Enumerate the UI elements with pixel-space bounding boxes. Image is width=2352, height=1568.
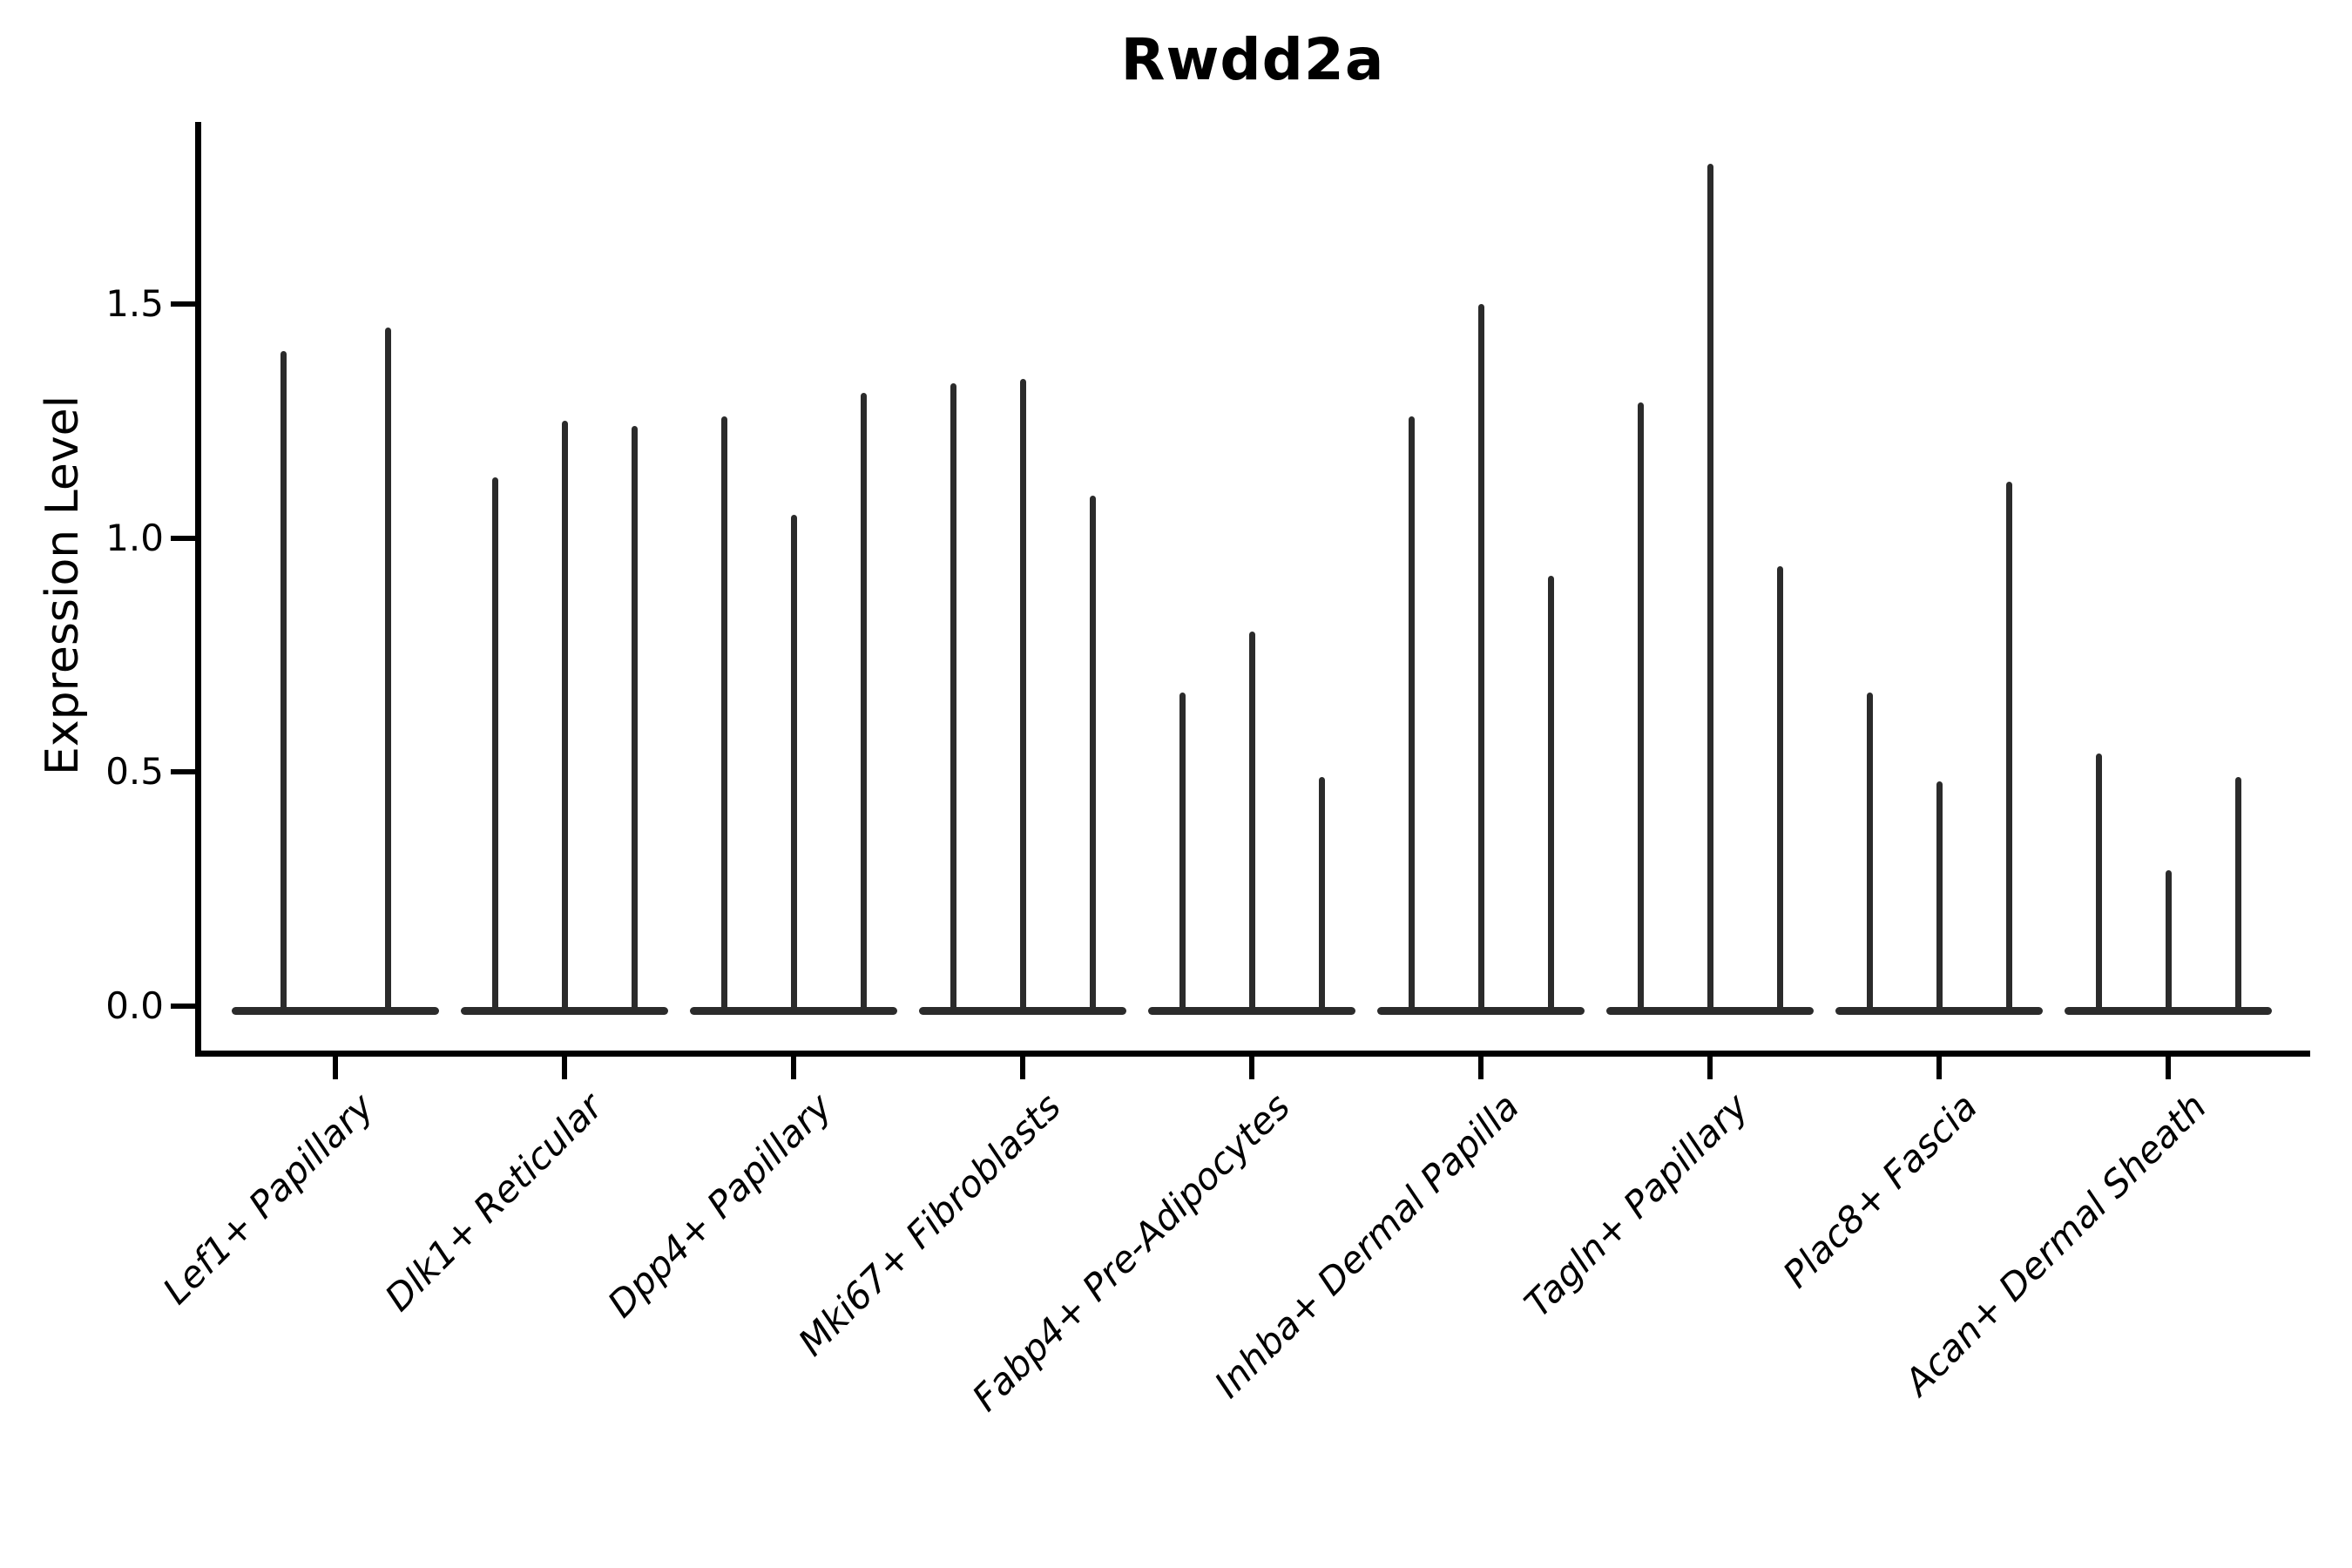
x-tick — [791, 1057, 796, 1079]
violin-spike — [384, 327, 391, 1011]
violin-spike — [280, 350, 287, 1011]
violin-base — [232, 1007, 439, 1015]
violin-spike — [2165, 870, 2172, 1011]
violin-spike — [1547, 575, 1554, 1011]
violin-spike — [1866, 693, 1873, 1011]
violin-spike — [1179, 693, 1186, 1011]
violin-spike — [1089, 496, 1096, 1011]
x-tick — [562, 1057, 567, 1079]
y-tick-label: 0.5 — [105, 750, 164, 794]
y-tick — [171, 301, 195, 308]
violin-spike — [1477, 304, 1484, 1011]
violin-spike — [1248, 632, 1255, 1011]
violin-spike — [1637, 402, 1644, 1011]
x-tick — [1020, 1057, 1025, 1079]
x-tick-label: Lef1+ Papillary — [154, 1085, 382, 1313]
y-tick-label: 1.5 — [105, 282, 164, 326]
x-tick-label: Dlk1+ Reticular — [376, 1085, 612, 1320]
x-tick-label: Plac8+ Fascia — [1774, 1085, 1986, 1296]
violin-spike — [1318, 776, 1325, 1011]
y-tick — [171, 769, 195, 775]
violin-spike — [950, 383, 956, 1011]
violin-spike — [631, 425, 638, 1011]
violin-spike — [860, 393, 867, 1011]
violin-spike — [2095, 753, 2102, 1011]
chart-title: Rwdd2a — [1120, 26, 1385, 93]
x-tick — [1478, 1057, 1484, 1079]
x-tick — [2166, 1057, 2171, 1079]
x-tick — [1707, 1057, 1713, 1079]
x-tick-label: Tagln+ Papillary — [1516, 1085, 1757, 1326]
violin-spike — [720, 416, 727, 1011]
y-tick-label: 0.0 — [105, 984, 164, 1027]
violin-spike — [491, 476, 498, 1011]
y-tick — [171, 535, 195, 541]
x-tick-label: Acan+ Dermal Sheath — [1896, 1085, 2215, 1404]
violin-spike — [1936, 781, 1943, 1011]
y-axis-spine — [195, 122, 201, 1057]
violin-spike — [790, 514, 797, 1011]
y-tick — [171, 1004, 195, 1009]
x-tick-label: Mki67+ Fibroblasts — [789, 1085, 1070, 1364]
violin-spike — [2234, 776, 2241, 1011]
x-tick — [333, 1057, 338, 1079]
violin-spike — [1707, 163, 1713, 1011]
violin-spike — [1776, 565, 1783, 1011]
violin-spike — [1019, 379, 1026, 1011]
violin-spike — [1408, 416, 1415, 1011]
x-tick-label: Inhba+ Dermal Papilla — [1206, 1085, 1528, 1407]
x-axis-spine — [195, 1051, 2310, 1057]
violin-spike — [561, 421, 568, 1011]
x-tick-label: Fabp4+ Pre-Adipocytes — [963, 1085, 1299, 1420]
y-tick-label: 1.0 — [105, 516, 164, 559]
x-tick — [1249, 1057, 1254, 1079]
x-tick-label: Dpp4+ Papillary — [599, 1085, 841, 1326]
x-tick — [1936, 1057, 1942, 1079]
violin-spike — [2005, 482, 2012, 1011]
